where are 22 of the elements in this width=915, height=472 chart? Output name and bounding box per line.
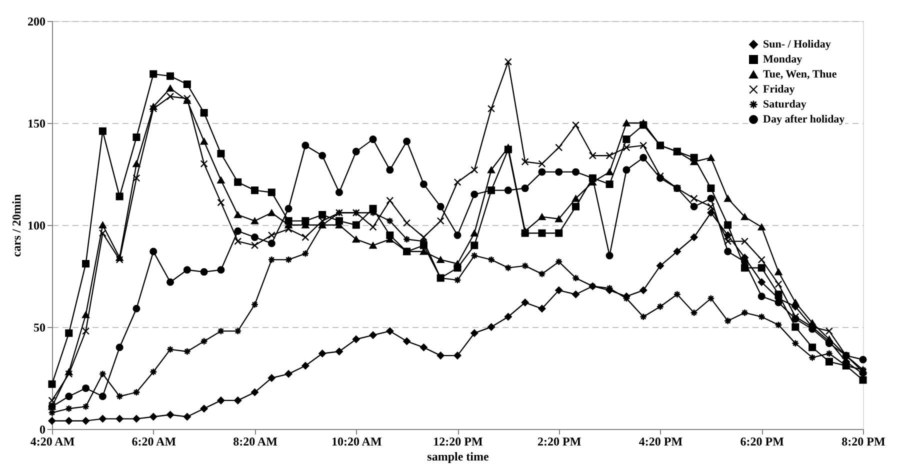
x-axis-title: sample time <box>427 450 490 464</box>
legend-label: Saturday <box>763 98 807 110</box>
x-tick-label: 8:20 PM <box>842 434 886 448</box>
y-tick-label: 150 <box>28 116 46 130</box>
legend-label: Tue, Wen, Thue <box>763 68 837 80</box>
y-tick-label: 200 <box>28 14 46 28</box>
x-tick-label: 4:20 AM <box>30 434 75 448</box>
x-tick-label: 4:20 PM <box>638 434 683 448</box>
legend-label: Sun- / Holiday <box>763 38 832 50</box>
y-tick-label: 50 <box>34 320 46 334</box>
x-tick-label: 10:20 AM <box>331 434 382 448</box>
x-tick-label: 8:20 AM <box>233 434 278 448</box>
y-axis-title: cars / 20min <box>10 194 24 257</box>
x-tick-label: 2:20 PM <box>538 434 582 448</box>
x-tick-label: 12:20 PM <box>433 434 483 448</box>
y-tick-label: 100 <box>28 218 46 232</box>
y-tick-label: 0 <box>40 422 46 436</box>
legend-label: Monday <box>763 54 803 66</box>
x-tick-label: 6:20 AM <box>132 434 176 448</box>
x-tick-label: 6:20 PM <box>740 434 784 448</box>
legend-label: Day after holiday <box>763 114 846 126</box>
legend-label: Friday <box>763 84 796 96</box>
